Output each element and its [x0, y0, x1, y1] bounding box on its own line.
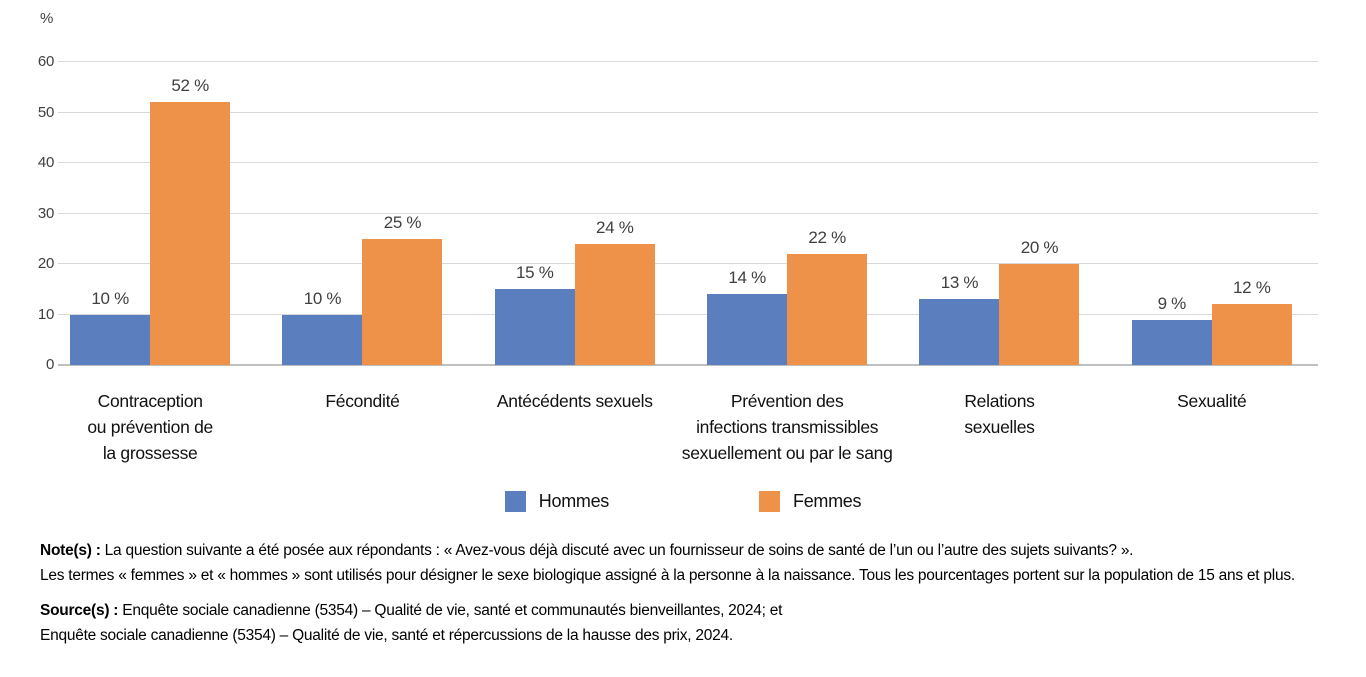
bar-group-3: 15 % 24 %	[469, 62, 681, 365]
bar-slot-hommes: 14 %	[707, 62, 788, 365]
y-tick-label-50: 50	[37, 103, 54, 121]
bar-groups: 10 % 52 % 10 % 25 % 15 % 24 % 14 % 22 % 13 % 20 %…	[44, 62, 1318, 365]
bar-group-1: 10 % 52 %	[44, 62, 256, 365]
y-axis-ticks: 0 10 20 30 40 50 60	[0, 53, 54, 373]
note-text-2: Les termes « femmes » et « hommes » sont…	[40, 567, 1295, 584]
note-line-2: Les termes « femmes » et « hommes » sont…	[40, 563, 1360, 588]
bar-femmes	[362, 238, 443, 365]
source-line-2: Enquête sociale canadienne (5354) – Qual…	[40, 623, 1360, 648]
y-axis-unit-label: %	[40, 10, 54, 27]
gridline-50	[58, 111, 1318, 113]
sources-block: Source(s) : Enquête sociale canadienne (…	[40, 598, 1360, 648]
value-label: 20 %	[1020, 238, 1059, 257]
value-label: 12 %	[1233, 278, 1271, 298]
value-label: 22 %	[808, 227, 846, 247]
bar-femmes	[574, 243, 655, 365]
bar-slot-hommes: 9 %	[1131, 62, 1212, 365]
value-label: 9 %	[1157, 293, 1187, 313]
bar-slot-hommes: 10 %	[282, 62, 363, 365]
bar-femmes	[787, 253, 868, 365]
source-line-1: Source(s) : Enquête sociale canadienne (…	[40, 598, 1360, 623]
plot-area	[58, 61, 1318, 366]
bar-hommes	[282, 314, 363, 365]
value-label: 25 %	[383, 212, 422, 232]
notes-block: Note(s) : La question suivante a été pos…	[40, 538, 1360, 648]
bar-hommes	[707, 294, 788, 365]
bar-slot-hommes: 15 %	[494, 62, 575, 365]
legend-label: Femmes	[793, 491, 862, 511]
category-label: Prévention des infections transmissibles…	[681, 391, 893, 463]
bar-group-6: 9 % 12 %	[1106, 62, 1318, 365]
value-label: 10 %	[91, 288, 129, 308]
bar-hommes	[1131, 319, 1212, 365]
legend-item-hommes: Hommes	[504, 491, 610, 512]
note-line-1: Note(s) : La question suivante a été pos…	[40, 538, 1360, 563]
note-label: Note(s) :	[40, 542, 101, 559]
bar-slot-femmes: 25 %	[362, 62, 443, 365]
value-label: 52 %	[171, 76, 209, 96]
bar-slot-hommes: 10 %	[70, 62, 151, 365]
bar-hommes	[919, 299, 1000, 365]
bar-slot-femmes: 52 %	[150, 62, 231, 365]
bar-slot-femmes: 20 %	[999, 62, 1080, 365]
source-text-1: Enquête sociale canadienne (5354) – Qual…	[122, 602, 783, 619]
bar-group-5: 13 % 20 %	[893, 62, 1105, 365]
value-label: 24 %	[596, 217, 634, 237]
legend: Hommes Femmes	[0, 491, 1366, 512]
y-tick-label-60: 60	[37, 53, 54, 70]
gridline-60	[58, 61, 1318, 62]
source-text-2: Enquête sociale canadienne (5354) – Qual…	[40, 627, 733, 644]
x-axis-baseline	[58, 364, 1318, 366]
value-label: 15 %	[516, 263, 554, 283]
category-label: Fécondité	[325, 391, 400, 411]
legend-item-femmes: Femmes	[759, 491, 862, 512]
bar-femmes	[999, 264, 1080, 365]
bar-slot-femmes: 12 %	[1211, 62, 1292, 365]
bar-slot-femmes: 22 %	[787, 62, 868, 365]
y-tick-label-30: 30	[37, 204, 54, 222]
y-tick-label-20: 20	[37, 255, 54, 272]
value-label: 13 %	[940, 273, 979, 293]
note-text-1: La question suivante a été posée aux rép…	[104, 542, 1134, 559]
value-label: 14 %	[728, 268, 766, 288]
bar-femmes	[150, 102, 231, 365]
legend-swatch-icon	[759, 491, 780, 512]
bar-hommes	[494, 289, 575, 365]
legend-label: Hommes	[538, 491, 610, 511]
source-label: Source(s) :	[40, 602, 119, 619]
bar-group-4: 14 % 22 %	[681, 62, 893, 365]
value-label: 10 %	[303, 288, 342, 308]
y-tick-label-10: 10	[37, 305, 54, 323]
bar-group-2: 10 % 25 %	[256, 62, 468, 365]
y-tick-label-40: 40	[37, 154, 54, 171]
y-tick-label-0: 0	[45, 356, 54, 373]
bar-slot-hommes: 13 %	[919, 62, 1000, 365]
gridline-30	[58, 212, 1318, 214]
category-label: Contraception ou prévention de la grosse…	[87, 391, 213, 463]
category-labels: Contraception ou prévention de la grosse…	[44, 388, 1318, 466]
gridline-20	[58, 263, 1318, 264]
bar-femmes	[1211, 304, 1292, 365]
legend-swatch-icon	[504, 491, 526, 512]
bar-slot-femmes: 24 %	[574, 62, 655, 365]
bar-hommes	[70, 314, 151, 365]
gridline-40	[58, 162, 1318, 163]
gridline-10	[58, 313, 1318, 315]
category-label: Antécédents sexuels	[496, 391, 653, 411]
category-label: Sexualité	[1177, 391, 1247, 411]
category-label: Relations sexuelles	[964, 391, 1035, 437]
